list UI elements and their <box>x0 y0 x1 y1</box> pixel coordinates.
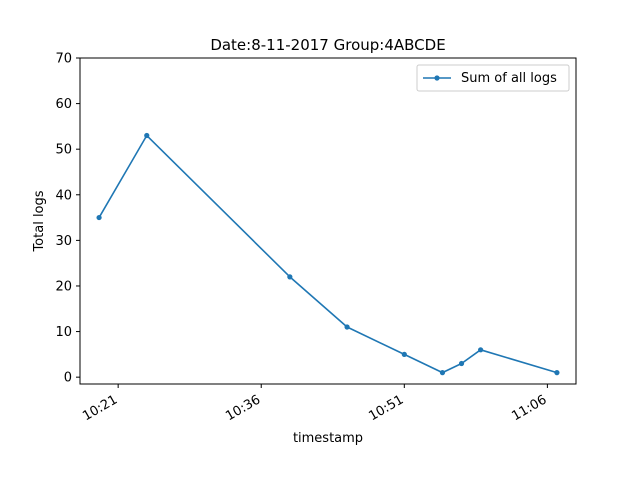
data-point <box>554 370 560 376</box>
legend-dot-marker <box>434 75 440 81</box>
data-point <box>144 132 150 139</box>
series-layer <box>96 132 560 376</box>
data-point <box>96 214 102 221</box>
data-point <box>344 324 350 330</box>
data-point <box>287 274 293 280</box>
data-point <box>401 351 407 357</box>
y-tick-label: 30 <box>55 234 72 249</box>
y-tick-label: 60 <box>55 97 72 112</box>
y-tick-label: 40 <box>55 188 72 203</box>
chart-title: Date:8-11-2017 Group:4ABCDE <box>210 36 445 54</box>
y-axis: 0 10 20 30 40 50 60 70 <box>55 52 80 386</box>
data-point <box>439 370 446 376</box>
y-tick-label: 0 <box>64 371 72 386</box>
x-axis-label: timestamp <box>293 431 363 446</box>
y-tick-label: 20 <box>55 279 72 294</box>
data-point <box>478 347 484 353</box>
y-tick-label: 50 <box>55 143 72 158</box>
y-axis-label: Total logs <box>32 190 47 252</box>
y-tick-label: 70 <box>55 52 72 67</box>
legend-box <box>416 64 570 92</box>
legend-label: Sum of all logs <box>461 71 557 86</box>
legend: Sum of all logs <box>416 64 570 92</box>
y-tick-label: 10 <box>55 325 72 340</box>
plot-area <box>79 57 577 385</box>
data-point <box>458 360 465 367</box>
